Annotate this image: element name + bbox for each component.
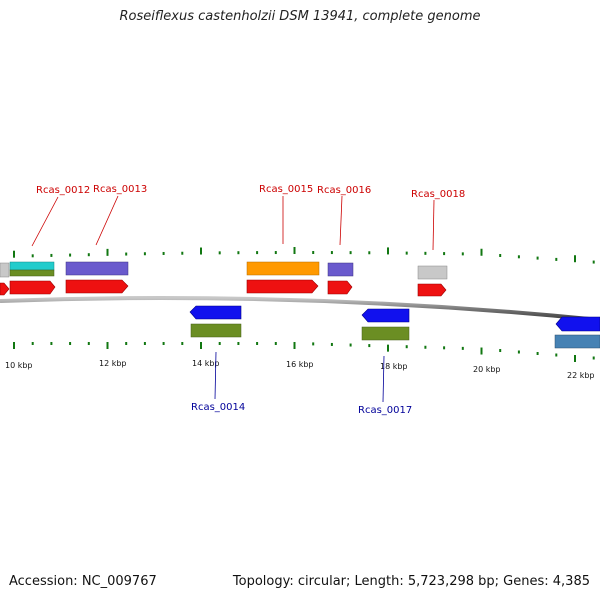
gene-label-rcas-0017[interactable]: Rcas_0017 xyxy=(358,405,412,416)
gene-label-rcas-0018[interactable]: Rcas_0018 xyxy=(411,189,465,200)
gene-label-rcas-0013[interactable]: Rcas_0013 xyxy=(93,184,147,195)
gene-label-rcas-0014[interactable]: Rcas_0014 xyxy=(191,402,245,413)
label-leader-lines xyxy=(31,195,435,403)
gene-label-rcas-0015[interactable]: Rcas_0015 xyxy=(259,184,313,195)
gene-arrow-forward[interactable] xyxy=(417,283,447,297)
genome-backbone xyxy=(0,296,600,322)
gene-arrow-forward[interactable] xyxy=(327,280,353,295)
leader-line-rcas-0016 xyxy=(339,195,343,246)
scale-labels: 10 kbp 12 kbp 14 kbp 16 kbp 18 kbp 20 kb… xyxy=(5,359,595,380)
scale-label-16kbp: 16 kbp xyxy=(286,360,314,369)
gene-arrow-reverse[interactable] xyxy=(555,316,600,332)
feature-box-olive[interactable] xyxy=(190,323,242,338)
scale-label-18kbp: 18 kbp xyxy=(380,362,408,371)
feature-box-orange[interactable] xyxy=(246,261,320,276)
reverse-strand-genes xyxy=(189,305,600,332)
accession-text: Accession: NC_009767 xyxy=(9,574,157,589)
feature-box-gray[interactable] xyxy=(417,265,448,280)
gene-label-rcas-0016[interactable]: Rcas_0016 xyxy=(317,185,371,196)
leader-line-rcas-0013 xyxy=(95,195,119,246)
gene-arrow-reverse[interactable] xyxy=(189,305,242,320)
tick-track-lower xyxy=(13,342,595,362)
feature-boxes-lower xyxy=(190,323,600,349)
leader-line-rcas-0018 xyxy=(432,199,435,251)
scale-label-12kbp: 12 kbp xyxy=(99,359,127,368)
gene-arrow-forward[interactable] xyxy=(65,279,129,294)
feature-box-steelblue[interactable] xyxy=(554,334,600,349)
gene-arrow-forward[interactable] xyxy=(0,282,10,296)
genome-stats-text: Topology: circular; Length: 5,723,298 bp… xyxy=(232,574,590,589)
scale-label-14kbp: 14 kbp xyxy=(192,359,220,368)
leader-line-rcas-0017 xyxy=(382,355,385,403)
gene-arrow-forward[interactable] xyxy=(246,279,319,294)
gene-arrow-reverse[interactable] xyxy=(361,308,410,323)
feature-box-olive[interactable] xyxy=(9,269,55,277)
forward-strand-genes xyxy=(0,279,447,297)
tick-track-upper xyxy=(13,247,595,264)
feature-box-olive[interactable] xyxy=(361,326,410,341)
scale-label-22kbp: 22 kbp xyxy=(567,371,595,380)
feature-box-slateblue[interactable] xyxy=(65,261,129,276)
leader-line-rcas-0014 xyxy=(214,351,217,400)
leader-line-rcas-0012 xyxy=(31,196,59,247)
gene-label-rcas-0012[interactable]: Rcas_0012 xyxy=(36,185,90,196)
gene-arrow-forward[interactable] xyxy=(9,280,56,295)
feature-box-gray[interactable] xyxy=(0,262,10,278)
map-title: Roseiflexus castenholzii DSM 13941, comp… xyxy=(119,9,481,24)
gene-labels: Rcas_0012 Rcas_0013 Rcas_0014 Rcas_0015 … xyxy=(36,184,465,416)
feature-box-slateblue[interactable] xyxy=(327,262,354,277)
scale-label-10kbp: 10 kbp xyxy=(5,361,33,370)
feature-box-cyan[interactable] xyxy=(9,261,55,271)
scale-label-20kbp: 20 kbp xyxy=(473,365,501,374)
feature-boxes-upper xyxy=(0,261,448,280)
